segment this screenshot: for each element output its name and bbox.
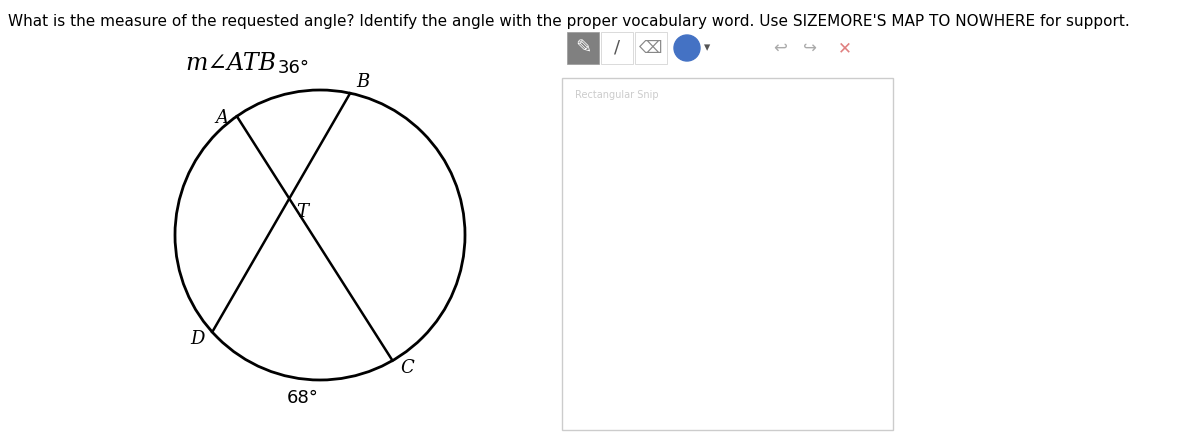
Text: A: A — [216, 109, 229, 127]
Text: B: B — [356, 73, 370, 91]
Text: 68°: 68° — [287, 389, 318, 407]
Text: m∠ATB: m∠ATB — [185, 52, 276, 75]
Text: C: C — [401, 359, 414, 377]
Text: What is the measure of the requested angle? Identify the angle with the proper v: What is the measure of the requested ang… — [8, 14, 1129, 29]
Circle shape — [674, 35, 700, 61]
FancyBboxPatch shape — [562, 78, 893, 430]
FancyBboxPatch shape — [635, 32, 667, 64]
Text: Rectangular Snip: Rectangular Snip — [575, 90, 659, 100]
Text: D: D — [190, 330, 204, 348]
FancyBboxPatch shape — [601, 32, 634, 64]
Text: ✎: ✎ — [575, 38, 592, 57]
Text: ⌫: ⌫ — [640, 39, 662, 57]
Text: ✕: ✕ — [838, 39, 852, 57]
Text: ↪: ↪ — [803, 39, 817, 57]
Text: ↩: ↩ — [773, 39, 787, 57]
Text: /: / — [614, 39, 620, 57]
Text: T: T — [296, 202, 308, 220]
Text: 36°: 36° — [277, 59, 310, 77]
Text: ▾: ▾ — [704, 41, 710, 55]
FancyBboxPatch shape — [568, 32, 599, 64]
